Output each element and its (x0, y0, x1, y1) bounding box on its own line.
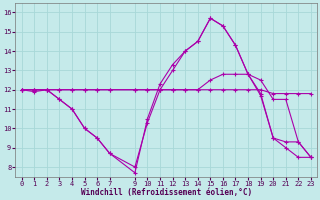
X-axis label: Windchill (Refroidissement éolien,°C): Windchill (Refroidissement éolien,°C) (81, 188, 252, 197)
